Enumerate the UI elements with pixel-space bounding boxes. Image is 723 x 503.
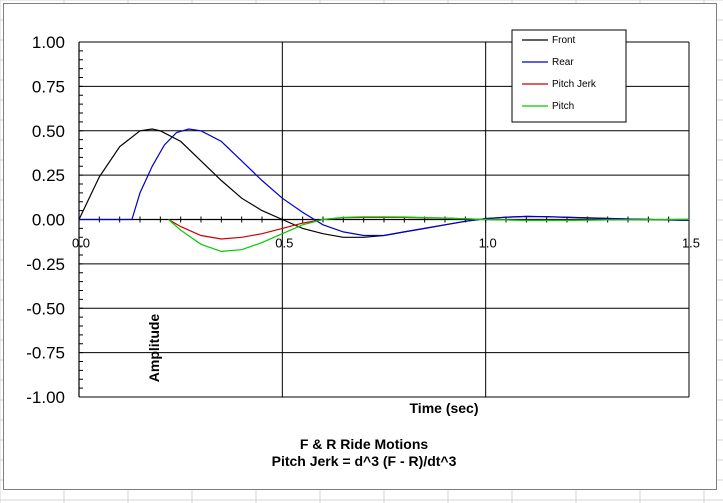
chart-title: F & R Ride Motions: [300, 436, 429, 452]
y-tick-label: 0.00: [32, 211, 65, 230]
y-tick-label: 0.50: [32, 122, 65, 141]
legend-label-pitch: Pitch: [552, 101, 574, 112]
legend: Front Rear Pitch Jerk Pitch: [511, 29, 627, 123]
y-tick-label: -0.50: [26, 299, 65, 318]
y-tick-label: 1.00: [32, 33, 65, 52]
x-tick-label: 1.5: [682, 236, 700, 251]
series-line-rear: [79, 128, 690, 237]
chart-subtitle: Pitch Jerk = d^3 (F - R)/dt^3: [272, 453, 457, 469]
legend-label-pitch-jerk: Pitch Jerk: [552, 79, 597, 90]
y-axis-title: Amplitude: [146, 314, 162, 383]
legend-label-front: Front: [552, 35, 576, 46]
y-tick-label: 0.75: [32, 77, 65, 96]
x-tick-label: 1.0: [479, 236, 497, 251]
y-tick-label: 0.25: [32, 166, 65, 185]
x-tick-label: 0.0: [72, 236, 90, 251]
y-tick-label: -1.00: [26, 388, 65, 407]
chart-area[interactable]: 1.00 0.75 0.50 0.25 0.00 -0.25 -0.50 -0.75 -1.00…: [3, 3, 717, 490]
series-lines: [78, 128, 690, 253]
x-tick-labels: 0.0 0.5 1.0 1.5: [72, 236, 700, 251]
series-line-pitch: [168, 216, 690, 253]
legend-box: [511, 29, 627, 123]
y-tick-label: -0.75: [26, 344, 65, 363]
x-axis-title: Time (sec): [410, 400, 479, 416]
y-tick-label: -0.25: [26, 255, 65, 274]
x-tick-label: 0.5: [275, 236, 293, 251]
y-tick-labels: 1.00 0.75 0.50 0.25 0.00 -0.25 -0.50 -0.75 -1.00: [26, 33, 65, 407]
legend-label-rear: Rear: [552, 57, 574, 68]
line-chart: 1.00 0.75 0.50 0.25 0.00 -0.25 -0.50 -0.75 -1.00…: [26, 29, 700, 469]
